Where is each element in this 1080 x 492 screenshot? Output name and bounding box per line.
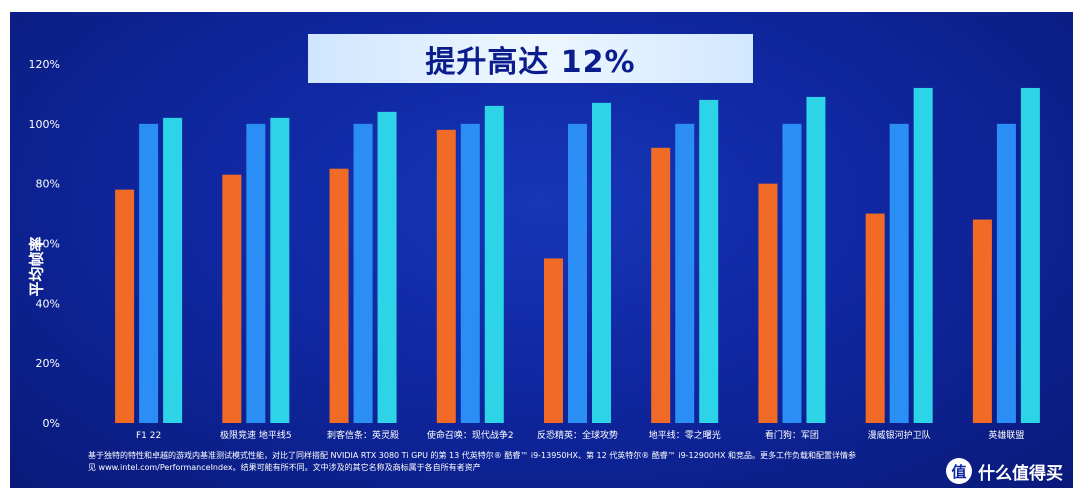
y-tick-label: 40% — [36, 297, 60, 310]
bar-series-1 — [544, 258, 563, 423]
footnote-line-1: 基于独特的特性和卓越的游戏内基准测试模式性能，对比了同样搭配 NVIDIA RT… — [88, 451, 857, 460]
bar-series-1 — [115, 189, 135, 423]
x-tick-label: 地平线：零之曙光 — [649, 429, 721, 441]
bar-series-2 — [889, 123, 909, 423]
bar-series-3 — [484, 105, 504, 423]
x-tick-label: 刺客信条：英灵殿 — [327, 429, 399, 441]
x-tick-label: 英雄联盟 — [988, 429, 1024, 441]
y-tick-label: 20% — [36, 357, 60, 370]
bar-series-2 — [996, 123, 1016, 423]
bar-series-2 — [782, 123, 802, 423]
x-tick-label: F1 22 — [136, 431, 161, 441]
y-tick-label: 0% — [43, 417, 60, 430]
bar-series-2 — [246, 123, 266, 423]
x-tick-label: 反恐精英：全球攻势 — [537, 429, 618, 441]
y-axis-label: 平均帧率 — [27, 236, 46, 297]
x-tick-label: 使命召唤：现代战争2 — [427, 429, 514, 441]
y-tick-label: 120% — [29, 58, 60, 71]
y-tick-label: 80% — [36, 178, 60, 191]
x-tick-label: 看门狗：军团 — [765, 429, 819, 441]
bar-series-2 — [139, 123, 159, 423]
bar-series-1 — [222, 174, 242, 423]
bar-series-1 — [436, 129, 456, 424]
bar-series-3 — [163, 117, 183, 423]
chart-title: 提升高达 12% — [308, 34, 753, 83]
x-tick-label: 极限竞速 地平线5 — [220, 429, 292, 441]
bar-series-1 — [865, 213, 885, 423]
watermark-logo-icon: 值 — [946, 458, 972, 484]
x-tick-label: 漫威银河护卫队 — [868, 429, 931, 441]
bar-series-2 — [353, 123, 373, 423]
bar-series-3 — [592, 102, 611, 424]
watermark: 值 什么值得买 — [946, 458, 1063, 484]
watermark-text: 什么值得买 — [978, 463, 1063, 484]
bar-series-2 — [460, 123, 480, 423]
bar-series-1 — [972, 219, 992, 423]
footnote-line-2: 见 www.intel.com/PerformanceIndex。结果可能有所不… — [88, 463, 481, 472]
bar-series-3 — [913, 87, 933, 423]
bar-series-3 — [1020, 87, 1040, 423]
bar-series-2 — [675, 123, 695, 423]
footnote: 基于独特的特性和卓越的游戏内基准测试模式性能，对比了同样搭配 NVIDIA RT… — [88, 450, 968, 474]
bar-series-1 — [758, 183, 778, 423]
bar-chart: 0% 20% 40% 60% 80% 100% 120% F1 22 极限竞速 地平线5 刺客信… — [29, 58, 1040, 441]
bar-series-3 — [806, 96, 826, 424]
y-tick-label: 100% — [29, 118, 60, 131]
chart-slide: 0% 20% 40% 60% 80% 100% 120% F1 22 极限竞速 地平线5 刺客信… — [10, 12, 1073, 488]
bar-series-3 — [377, 111, 397, 423]
y-tick-label: 60% — [36, 238, 60, 251]
bar-series-1 — [651, 147, 671, 423]
bar-series-1 — [329, 168, 349, 423]
bar-series-3 — [699, 99, 719, 424]
bar-series-2 — [568, 123, 587, 423]
bar-series-3 — [270, 117, 290, 423]
